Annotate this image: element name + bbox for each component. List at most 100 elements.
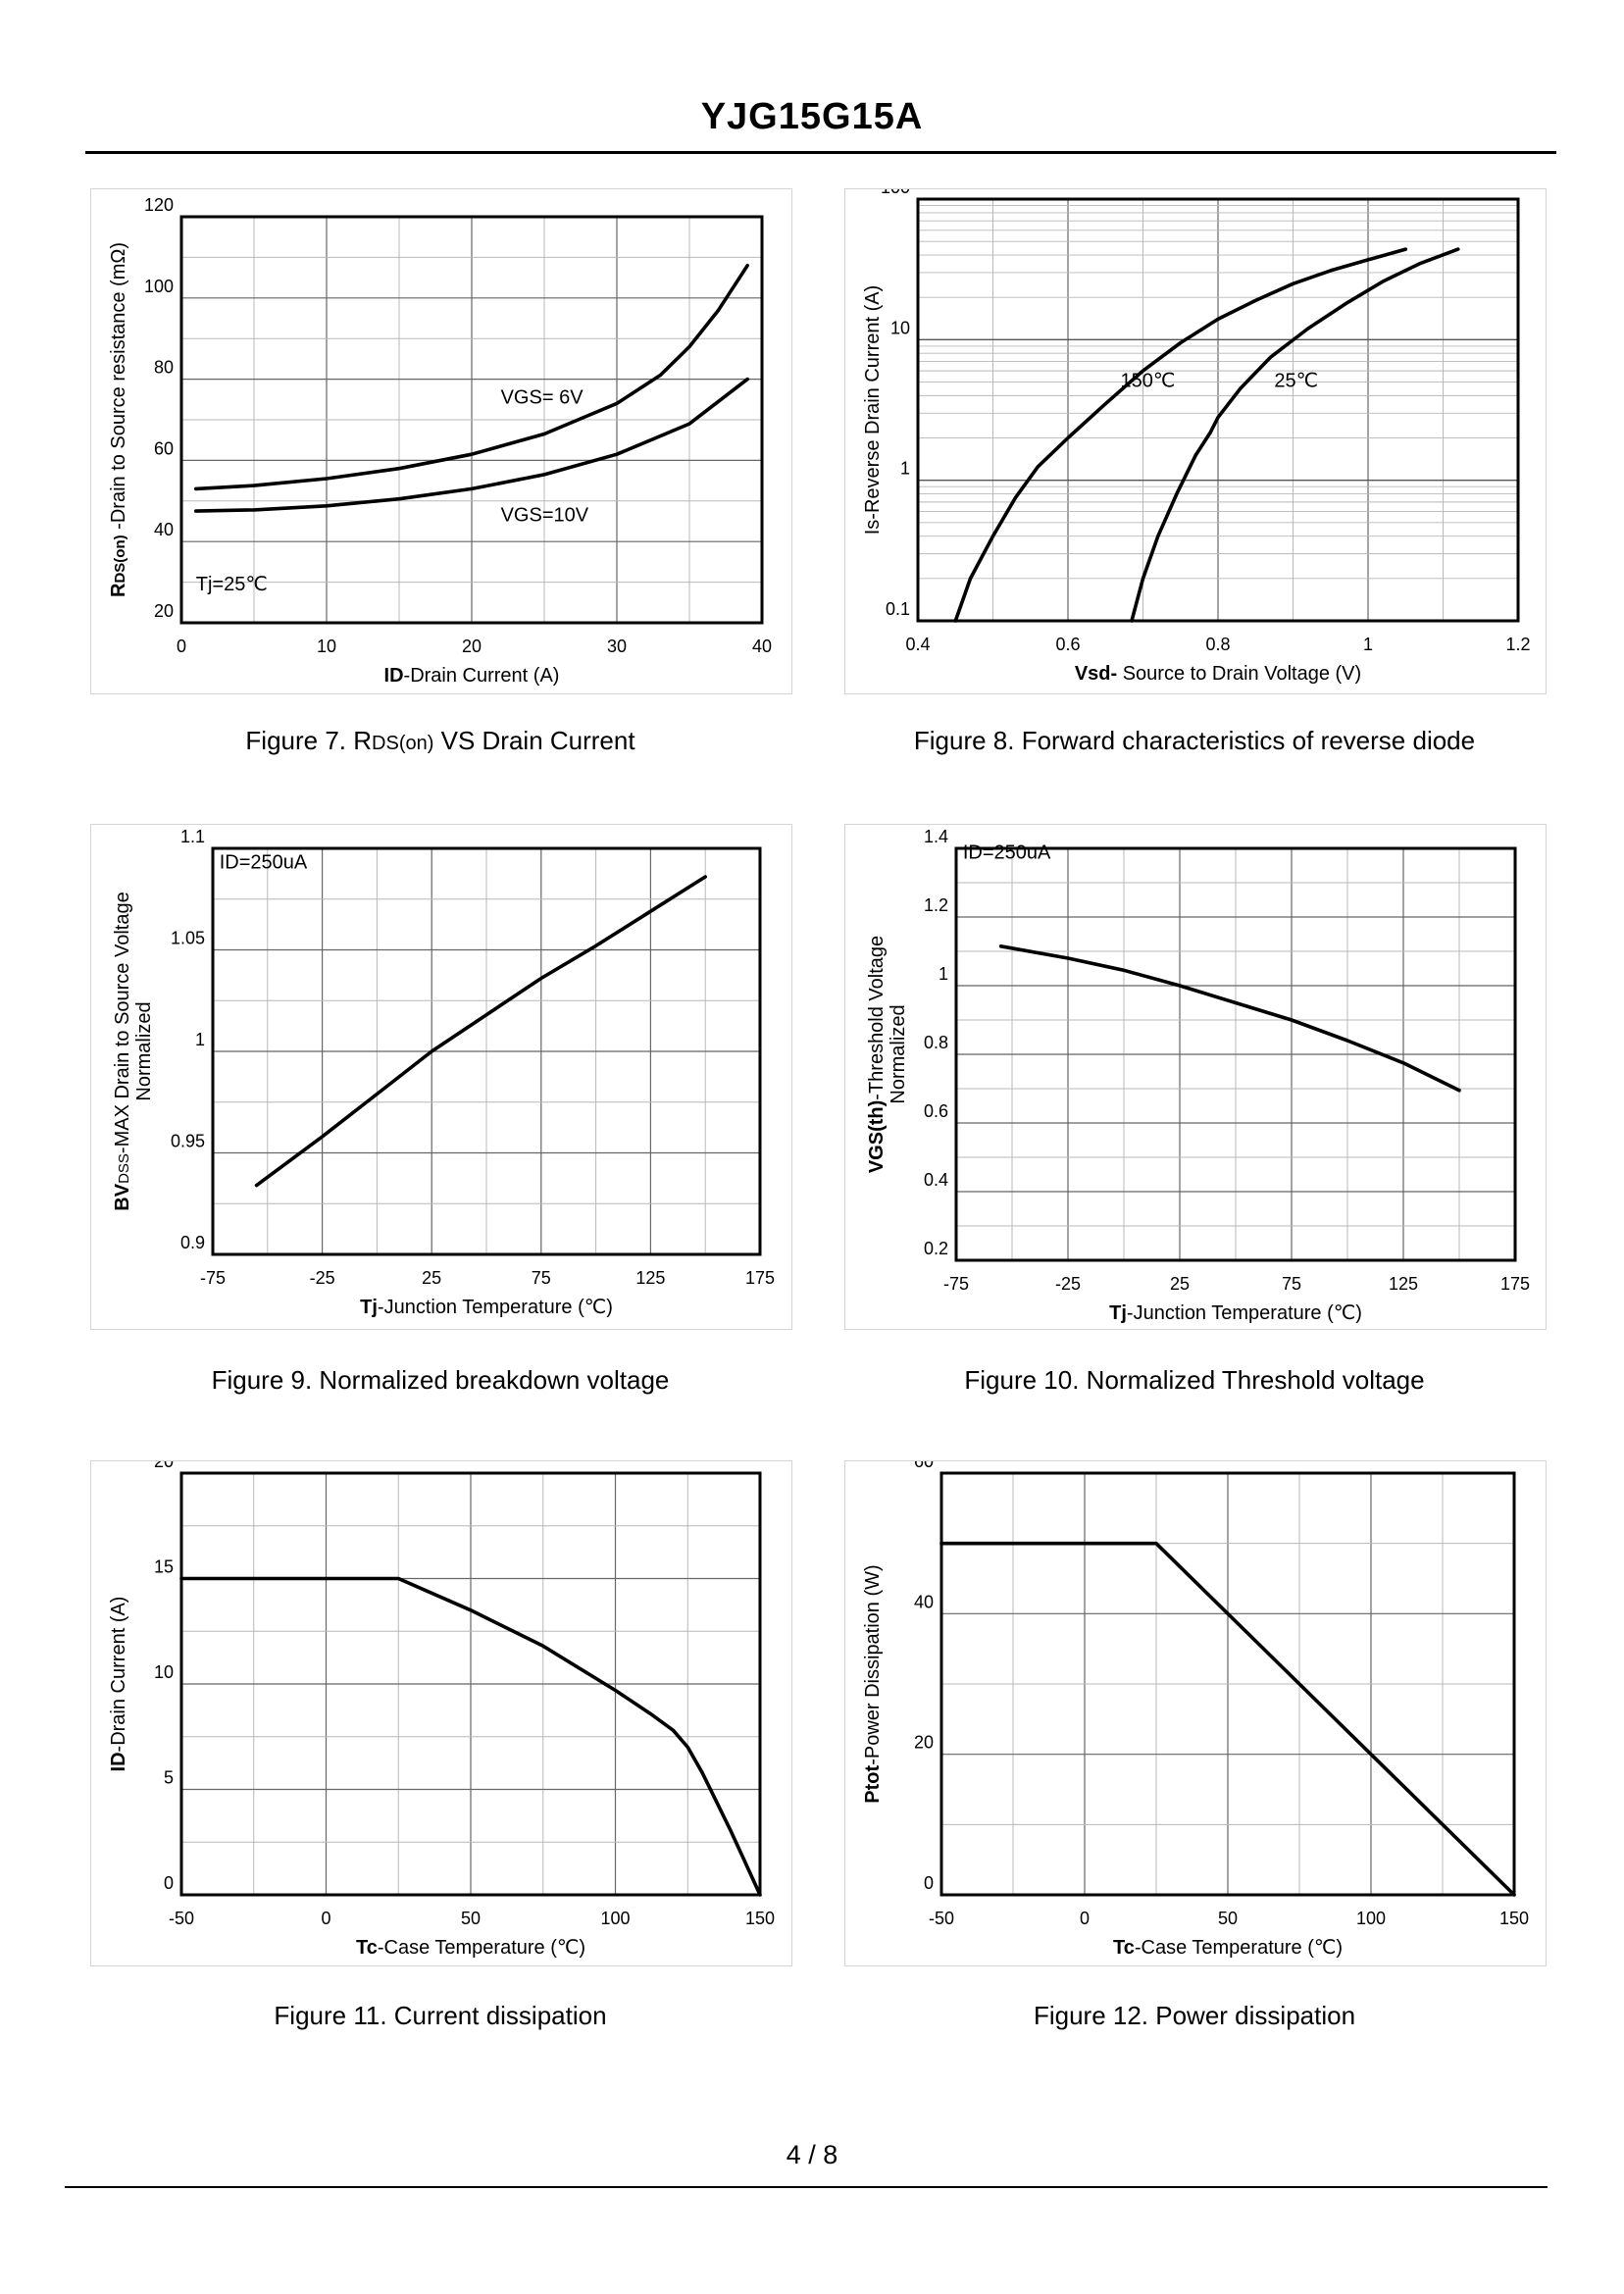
page-number: 4 / 8 bbox=[786, 2140, 838, 2169]
fig7-y-tick-label: 20 bbox=[154, 601, 174, 621]
figure-10-caption: Figure 10. Normalized Threshold voltage bbox=[964, 1365, 1425, 1395]
fig11-x-tick-label: 50 bbox=[461, 1909, 481, 1928]
figure-7-caption-suffix: VS Drain Current bbox=[433, 726, 635, 755]
fig12-x-axis-label: Tc-Case Temperature (℃) bbox=[1113, 1937, 1343, 1959]
fig12-plot-frame bbox=[939, 1471, 1516, 1897]
fig12-x-tick-label: 50 bbox=[1218, 1909, 1238, 1928]
figure-7-caption-prefix: Figure 7. R bbox=[245, 726, 373, 755]
fig8-x-axis-label: Vsd- Source to Drain Voltage (V) bbox=[1075, 663, 1361, 685]
figure-7-caption: Figure 7. RDS(on) VS Drain Current bbox=[90, 726, 790, 756]
fig10-x-axis-label: Tj-Junction Temperature (℃) bbox=[1109, 1302, 1362, 1324]
fig11-x-tick-label: 0 bbox=[321, 1909, 330, 1928]
fig11-x-axis-label: Tc-Case Temperature (℃) bbox=[356, 1937, 585, 1959]
fig12-x-tick-label: 150 bbox=[1499, 1909, 1529, 1928]
fig8-series-line-0 bbox=[953, 247, 1408, 623]
fig9-y-tick-label: 1.1 bbox=[180, 827, 205, 846]
figure-12-chart: -50 0 50 100 150 0 20 40 60 Tc-Case Temperature (… bbox=[862, 1461, 1529, 1959]
fig12-y-axis-label: Ptot-Power Dissipation (W) bbox=[862, 1564, 884, 1803]
fig8-x-tick-label: 0.6 bbox=[1055, 635, 1080, 654]
fig10-series-line-0 bbox=[998, 944, 1461, 1093]
fig12-series-line-0 bbox=[939, 1541, 1516, 1897]
fig9-x-tick-label: 125 bbox=[635, 1268, 665, 1288]
fig9-series-line-0 bbox=[254, 875, 708, 1188]
figure-9-chart: -75 -25 25 75 125 175 0.9 0.95 1 1.05 1.1 Tj-Juncti… bbox=[112, 827, 775, 1318]
fig10-y-tick-label: 1.4 bbox=[924, 827, 948, 846]
fig10-plot-frame bbox=[954, 846, 1517, 1262]
fig7-x-tick-label: 0 bbox=[177, 637, 186, 656]
figure-7-panel: 0 10 20 30 40 20 40 60 80 100 120 ID-Drain Current … bbox=[90, 188, 792, 694]
fig8-y-tick-label: 0.1 bbox=[886, 599, 910, 619]
fig7-series-line-0 bbox=[194, 263, 750, 491]
fig11-x-tick-label: 150 bbox=[745, 1909, 775, 1928]
fig8-x-tick-label: 1 bbox=[1363, 635, 1373, 654]
fig9-annotation-0: ID=250uA bbox=[220, 852, 308, 874]
fig10-y-tick-label: 1.2 bbox=[924, 895, 948, 915]
fig7-x-axis-label: ID-Drain Current (A) bbox=[384, 665, 560, 687]
fig8-y-tick-label: 100 bbox=[881, 189, 910, 197]
fig10-x-tick-label: 25 bbox=[1170, 1274, 1190, 1294]
fig11-x-tick-label: 100 bbox=[600, 1909, 630, 1928]
fig7-y-tick-label: 80 bbox=[154, 358, 174, 378]
fig7-y-tick-label: 60 bbox=[154, 438, 174, 458]
fig12-y-tick-label: 60 bbox=[914, 1461, 934, 1471]
fig9-y-axis-label: BVDSS-MAX Drain to Source Voltage bbox=[112, 892, 133, 1210]
fig11-y-axis-label: ID-Drain Current (A) bbox=[108, 1597, 129, 1772]
fig12-x-tick-label: -50 bbox=[929, 1909, 954, 1928]
fig10-y-axis-label: VGS(th)-Threshold Voltage bbox=[866, 936, 888, 1173]
fig11-plot-frame bbox=[179, 1471, 762, 1897]
fig10-y-tick-label: 0.6 bbox=[924, 1101, 948, 1121]
fig10-y-tick-label: 1 bbox=[939, 964, 948, 984]
fig9-y-tick-label: 1.05 bbox=[171, 929, 205, 948]
fig10-y-tick-label: 0.8 bbox=[924, 1033, 948, 1052]
figure-11-panel: -50 0 50 100 150 0 5 10 15 20 Tc-Case Temperature … bbox=[90, 1460, 792, 1966]
fig8-annotation-1: 25℃ bbox=[1274, 371, 1318, 392]
fig8-annotation-0: 150℃ bbox=[1121, 371, 1176, 392]
fig7-y-tick-label: 40 bbox=[154, 520, 174, 539]
figure-7-caption-sub: DS(on) bbox=[372, 733, 434, 754]
footer-rule bbox=[65, 2186, 1548, 2188]
fig8-y-axis-label: Is-Reverse Drain Current (A) bbox=[862, 285, 884, 535]
fig11-x-tick-label: -50 bbox=[169, 1909, 194, 1928]
figure-12-panel: -50 0 50 100 150 0 20 40 60 Tc-Case Temperature (… bbox=[844, 1460, 1547, 1966]
fig8-plot-frame bbox=[916, 197, 1520, 623]
fig8-x-tick-label: 0.8 bbox=[1205, 635, 1230, 654]
figure-9-caption: Figure 9. Normalized breakdown voltage bbox=[211, 1365, 670, 1395]
figure-7-chart: 0 10 20 30 40 20 40 60 80 100 120 ID-Drain Current … bbox=[108, 195, 772, 687]
fig12-x-tick-label: 100 bbox=[1356, 1909, 1386, 1928]
figure-8-chart: 0.4 0.6 0.8 1 1.2 0.1 1 10 100 Vsd- Source to Dra… bbox=[862, 189, 1531, 685]
fig9-x-tick-label: -75 bbox=[200, 1268, 226, 1288]
fig9-plot-frame bbox=[211, 846, 762, 1256]
document-title: YJG15G15A bbox=[700, 96, 924, 137]
fig11-series-line-0 bbox=[179, 1576, 762, 1897]
fig10-y-tick-label: 0.4 bbox=[924, 1170, 948, 1190]
figure-12-caption: Figure 12. Power dissipation bbox=[1033, 2001, 1356, 2030]
fig11-y-tick-label: 15 bbox=[154, 1557, 174, 1577]
fig8-x-tick-label: 0.4 bbox=[905, 635, 930, 654]
header-rule bbox=[85, 151, 1556, 154]
fig7-x-tick-label: 30 bbox=[607, 637, 627, 656]
fig9-y-tick-label: 0.9 bbox=[180, 1233, 205, 1252]
fig10-x-tick-label: 175 bbox=[1500, 1274, 1530, 1294]
fig7-y-tick-label: 100 bbox=[144, 277, 174, 296]
figure-10-chart: -75 -25 25 75 125 175 0.2 0.4 0.6 0.8 1 1.2 1.4 Tj-Ju… bbox=[866, 827, 1530, 1324]
fig8-y-tick-label: 10 bbox=[890, 318, 910, 337]
fig9-x-tick-label: 175 bbox=[745, 1268, 775, 1288]
fig12-y-tick-label: 40 bbox=[914, 1592, 934, 1611]
fig12-y-tick-label: 20 bbox=[914, 1733, 934, 1753]
fig10-annotation-0: ID=250uA bbox=[963, 842, 1051, 864]
fig7-annotation-2: Tj=25℃ bbox=[196, 574, 268, 595]
figure-9-panel: -75 -25 25 75 125 175 0.9 0.95 1 1.05 1.1 Tj-Juncti… bbox=[90, 824, 792, 1330]
figure-8-caption: Figure 8. Forward characteristics of rev… bbox=[913, 726, 1476, 755]
fig8-x-tick-label: 1.2 bbox=[1505, 635, 1530, 654]
fig10-x-tick-label: -25 bbox=[1055, 1274, 1081, 1294]
figure-10-panel: -75 -25 25 75 125 175 0.2 0.4 0.6 0.8 1 1.2 1.4 Tj-Ju… bbox=[844, 824, 1547, 1330]
fig11-y-tick-label: 5 bbox=[164, 1768, 174, 1788]
fig12-y-tick-label: 0 bbox=[924, 1873, 934, 1893]
fig7-y-axis-label: RDS(on) -Drain to Source resistance (mΩ) bbox=[108, 242, 129, 597]
fig7-series-line-1 bbox=[194, 377, 750, 513]
fig7-x-tick-label: 40 bbox=[752, 637, 772, 656]
figure-8-panel: 0.4 0.6 0.8 1 1.2 0.1 1 10 100 Vsd- Source to Dra… bbox=[844, 188, 1547, 694]
fig8-series-line-1 bbox=[1130, 247, 1460, 623]
fig8-y-tick-label: 1 bbox=[900, 459, 910, 479]
fig7-plot-frame bbox=[179, 215, 764, 625]
